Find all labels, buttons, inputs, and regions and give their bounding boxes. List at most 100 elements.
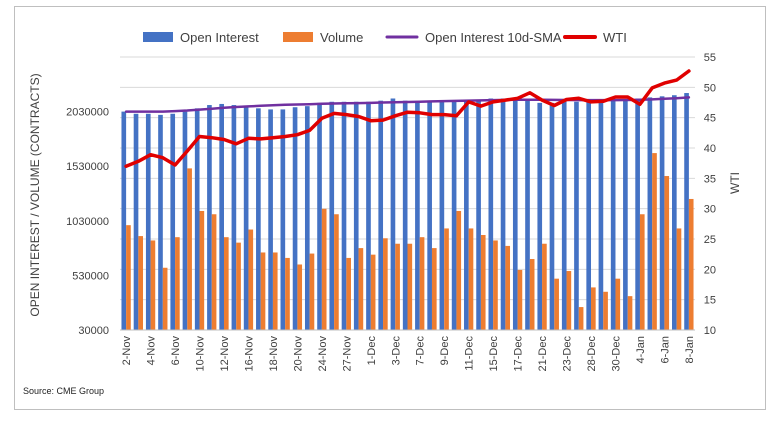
- y-tick-label: 530000: [72, 270, 109, 282]
- bar-volume: [248, 229, 254, 330]
- y-tick-label: 30000: [78, 325, 109, 337]
- bar-volume: [468, 228, 474, 330]
- chart-frame: 2-Nov 4-Nov 6-Nov 10-Nov 12-Nov 16-Nov 18-Nov 2…: [14, 6, 766, 410]
- bar-open-interest: [574, 101, 579, 330]
- x-tick-label: 27-Nov: [341, 336, 353, 372]
- bar-open-interest: [415, 101, 420, 330]
- bar-open-interest: [623, 100, 628, 331]
- bar-open-interest: [292, 107, 298, 331]
- legend-swatch: [283, 32, 313, 42]
- x-tick-label: 4-Nov: [146, 336, 158, 366]
- bar-volume: [505, 245, 511, 330]
- bar-open-interest: [390, 98, 396, 330]
- x-tick-label: 28-Dec: [586, 336, 598, 372]
- bar-open-interest: [561, 100, 567, 331]
- y2-tick-label: 25: [704, 234, 716, 246]
- y2-tick-label: 40: [704, 143, 716, 155]
- bar-open-interest: [231, 105, 237, 330]
- legend: Open Interest Volume Open Interest 10d-SMA…: [143, 30, 627, 45]
- legend-label: WTI: [603, 30, 627, 45]
- y2-tick-label: 55: [704, 52, 716, 64]
- y2-tick-label: 45: [704, 113, 716, 125]
- bar-open-interest: [402, 100, 408, 331]
- bar-open-interest: [243, 107, 249, 331]
- y-tick-label: 1530000: [66, 161, 109, 173]
- bar-volume: [138, 236, 143, 330]
- line-series: [124, 69, 691, 168]
- bar-open-interest: [353, 101, 359, 330]
- bar-volume: [480, 234, 486, 330]
- bar-open-interest: [280, 109, 286, 330]
- y-axis-title-right: WTI: [728, 172, 742, 194]
- bar-open-interest: [464, 100, 469, 331]
- bar-open-interest: [194, 108, 200, 330]
- bar-volume: [334, 214, 339, 330]
- x-tick-label: 30-Dec: [610, 336, 622, 372]
- bar-open-interest: [378, 100, 384, 331]
- bar-open-interest: [133, 113, 139, 330]
- bar-volume: [676, 228, 682, 330]
- legend-swatch: [143, 32, 173, 42]
- bar-open-interest: [647, 97, 653, 331]
- x-tick-label: 3-Dec: [390, 336, 402, 366]
- y-axis-right: 10 15 20 25 30 35 40 45 50 55: [704, 52, 716, 337]
- x-tick-label: 1-Dec: [366, 336, 378, 366]
- bar-open-interest: [121, 111, 127, 330]
- bar-open-interest: [512, 98, 518, 330]
- line-wti: [124, 69, 691, 168]
- bar-open-interest: [158, 114, 163, 330]
- bar-volume: [297, 264, 303, 330]
- y2-tick-label: 50: [704, 82, 716, 94]
- bar-volume: [444, 228, 449, 330]
- y2-tick-label: 10: [704, 325, 716, 337]
- bar-open-interest: [182, 111, 188, 330]
- bar-volume: [346, 257, 351, 330]
- bar-open-interest: [500, 98, 506, 330]
- bar-volume: [175, 237, 180, 330]
- x-tick-label: 20-Nov: [292, 336, 304, 372]
- x-tick-label: 17-Dec: [513, 336, 525, 372]
- bar-volume: [529, 259, 535, 330]
- bar-volume: [370, 254, 376, 330]
- x-tick-label: 16-Nov: [243, 336, 255, 372]
- x-axis: 2-Nov 4-Nov 6-Nov 10-Nov 12-Nov 16-Nov 18-Nov 2…: [120, 329, 696, 372]
- bar-open-interest: [341, 101, 347, 330]
- bar-open-interest: [366, 101, 371, 330]
- x-tick-label: 2-Nov: [121, 336, 133, 366]
- bar-volume: [688, 198, 694, 330]
- y-tick-label: 2030000: [66, 107, 109, 119]
- bar-volume: [603, 291, 608, 330]
- bar-open-interest: [525, 100, 530, 331]
- x-tick-label: 6-Nov: [170, 336, 182, 366]
- legend-label: Open Interest: [180, 30, 259, 45]
- bar-volume: [542, 243, 547, 330]
- bar-volume: [578, 307, 584, 330]
- bar-volume: [285, 257, 290, 330]
- bar-open-interest: [170, 113, 176, 330]
- bar-volume: [162, 267, 168, 330]
- bar-open-interest: [256, 108, 261, 330]
- bar-open-interest: [317, 102, 322, 330]
- y-tick-label: 1030000: [66, 216, 109, 228]
- bar-volume: [554, 278, 559, 330]
- bar-open-interest: [439, 100, 445, 331]
- bar-volume: [591, 287, 596, 330]
- bar-open-interest: [549, 102, 555, 330]
- y2-tick-label: 35: [704, 173, 716, 185]
- y2-tick-label: 15: [704, 295, 716, 307]
- bar-volume: [493, 240, 498, 330]
- bar-volume: [358, 248, 364, 330]
- x-tick-label: 23-Dec: [562, 336, 574, 372]
- bar-volume: [187, 168, 192, 330]
- bar-volume: [199, 210, 205, 330]
- legend-label: Open Interest 10d-SMA: [425, 30, 562, 45]
- bar-volume: [664, 176, 670, 330]
- legend-label: Volume: [320, 30, 363, 45]
- bar-open-interest: [672, 95, 677, 330]
- bar-volume: [260, 252, 266, 330]
- bar-volume: [126, 225, 131, 330]
- y2-tick-label: 20: [704, 264, 716, 276]
- y-axis-left: 30000 530000 1030000 1530000 2030000: [66, 107, 109, 337]
- bar-volume: [150, 240, 156, 330]
- bar-volume: [517, 269, 523, 330]
